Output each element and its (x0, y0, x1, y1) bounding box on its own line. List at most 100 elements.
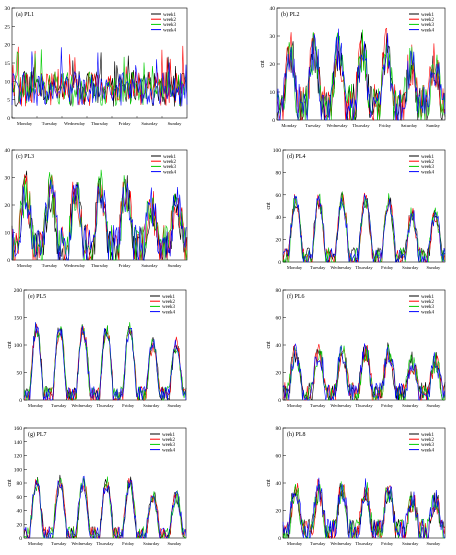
legend-label: week4 (163, 28, 177, 33)
chart-panel-1: 0 5 10 15 20 25 30 cnt Monday Tuesday Wednesday Thu… (0, 6, 188, 126)
x-tick-label: Friday (381, 265, 394, 270)
x-tick-label: Saturday (402, 265, 419, 270)
y-tick-label: 40 (270, 6, 276, 12)
x-tick-label: Sunday (168, 541, 182, 546)
legend-label: week4 (421, 170, 435, 175)
panel-title: (b) PL2 (281, 11, 300, 18)
y-tick-label: 20 (276, 238, 282, 244)
legend-label: week3 (162, 443, 176, 448)
y-tick-label: 40 (5, 148, 11, 154)
legend-label: week2 (163, 18, 177, 23)
legend-label: week4 (421, 310, 435, 315)
x-tick-label: Tuesday (305, 123, 321, 128)
x-tick-label: Thursday (355, 541, 373, 546)
x-tick-label: Tuesday (310, 265, 326, 270)
x-tick-label: Saturday (141, 263, 158, 268)
y-tick-label: 10 (270, 90, 276, 96)
y-tick-label: 40 (276, 343, 282, 349)
legend-label: week2 (421, 160, 435, 165)
x-tick-label: Friday (119, 121, 132, 126)
x-tick-label: Wednesday (71, 541, 93, 546)
series-line-week4 (11, 179, 188, 261)
x-tick-label: Sunday (168, 403, 182, 408)
x-tick-label: Sunday (427, 265, 441, 270)
legend-label: week3 (421, 165, 435, 170)
y-tick-label: 20 (276, 509, 282, 515)
legend-label: week2 (162, 438, 176, 443)
y-tick-label: 40 (276, 481, 282, 487)
legend-label: week2 (421, 300, 435, 305)
y-tick-label: 100 (273, 148, 282, 154)
x-tick-label: Monday (281, 123, 297, 128)
y-tick-label: 80 (276, 170, 282, 176)
legend-label: week4 (421, 28, 435, 33)
x-tick-label: Thursday (355, 265, 373, 270)
y-tick-label: 0 (19, 536, 22, 542)
y-tick-label: 30 (5, 6, 11, 12)
legend-label: week1 (163, 155, 177, 160)
y-axis-label: cnt (0, 59, 1, 67)
y-tick-label: 0 (19, 398, 22, 404)
chart-panel-3: 0 10 20 30 40 cnt Monday Tuesday Wednesday Thursd… (0, 148, 188, 268)
series-line-week4 (282, 194, 446, 263)
legend-label: week3 (421, 305, 435, 310)
chart-panel-6: 0 20 40 60 80 cnt Monday Tuesday Wednesday Thursd… (266, 288, 446, 408)
y-tick-label: 20 (270, 62, 276, 68)
x-tick-label: Saturday (401, 123, 418, 128)
x-tick-label: Thursday (91, 121, 109, 126)
x-tick-label: Monday (287, 265, 303, 270)
y-tick-label: 20 (276, 371, 282, 377)
panel-title: (h) PL8 (287, 431, 306, 438)
panel-title: (a) PL1 (16, 11, 34, 18)
y-tick-label: 60 (276, 454, 282, 460)
series-line-week1 (276, 32, 446, 121)
x-tick-label: Monday (17, 121, 33, 126)
x-tick-label: Tuesday (42, 121, 58, 126)
y-tick-label: 100 (14, 343, 23, 349)
y-tick-label: 120 (14, 454, 23, 460)
chart-panel-4: 0 20 40 60 80 100 cnt Monday Tuesday Wednesday Thu… (266, 148, 446, 270)
legend-label: week2 (421, 438, 435, 443)
series-line-week3 (276, 29, 446, 121)
y-tick-label: 25 (5, 24, 11, 30)
legend-label: week4 (163, 170, 177, 175)
x-tick-label: Tuesday (51, 541, 67, 546)
series-line-week4 (11, 47, 188, 107)
y-tick-label: 0 (278, 536, 281, 542)
x-tick-label: Friday (381, 403, 394, 408)
y-tick-label: 80 (276, 288, 282, 294)
series-line-week4 (23, 475, 187, 539)
x-tick-label: Friday (122, 541, 135, 546)
series-line-week4 (276, 28, 446, 121)
legend-label: week4 (162, 310, 176, 315)
y-tick-label: 10 (5, 231, 11, 237)
y-tick-label: 60 (276, 316, 282, 322)
series-line-week4 (282, 477, 446, 539)
x-tick-label: Saturday (143, 541, 160, 546)
y-tick-label: 160 (14, 426, 23, 432)
y-tick-label: 0 (278, 398, 281, 404)
x-tick-label: Tuesday (42, 263, 58, 268)
y-axis-label: cnt (0, 201, 1, 209)
legend-label: week1 (421, 155, 435, 160)
y-tick-label: 10 (5, 79, 11, 85)
chart-panel-8: 0 20 40 60 80 cnt Monday Tuesday Wednesday Thursd… (266, 426, 446, 546)
y-axis-label: cnt (260, 60, 266, 68)
legend-label: week1 (162, 433, 176, 438)
x-tick-label: Wednesday (326, 123, 348, 128)
x-tick-label: Friday (119, 263, 132, 268)
plot-frame (282, 149, 446, 263)
x-tick-label: Wednesday (330, 403, 352, 408)
x-tick-label: Sunday (426, 123, 440, 128)
x-tick-label: Wednesday (64, 263, 86, 268)
panel-title: (c) PL3 (16, 153, 34, 160)
x-tick-label: Thursday (352, 123, 370, 128)
y-tick-label: 40 (17, 509, 23, 515)
x-tick-label: Wednesday (64, 121, 86, 126)
panel-title: (e) PL5 (28, 293, 46, 300)
x-tick-label: Sunday (427, 541, 441, 546)
x-tick-label: Monday (287, 403, 303, 408)
x-tick-label: Friday (122, 403, 135, 408)
y-axis-label: cnt (266, 341, 272, 349)
